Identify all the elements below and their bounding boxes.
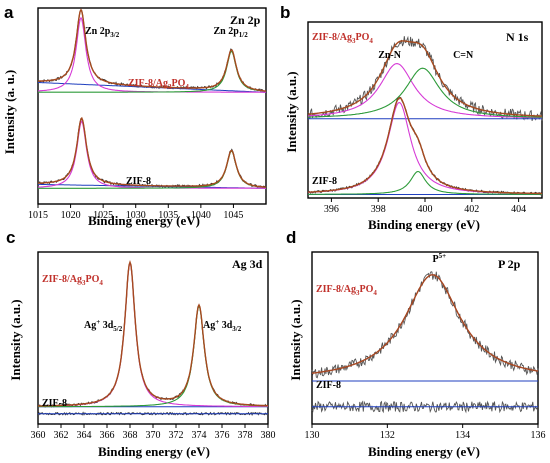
x-tick-label-c-2: 364 (77, 430, 92, 441)
fit-envelope-d-0 (311, 274, 539, 374)
xlabel-b: Binding energy (eV) (368, 217, 480, 232)
peak-annotation-a-1: Zn 2p1/2 (213, 26, 248, 39)
peak-annotation-a-0: Zn 2p3/2 (85, 26, 120, 39)
panel-label-c: c (6, 228, 15, 247)
x-tick-label-a-4: 1035 (158, 210, 178, 221)
x-tick-label-b-4: 404 (511, 204, 526, 215)
x-tick-label-d-1: 132 (380, 430, 395, 441)
raw-spectrum-d-0 (311, 271, 539, 379)
peak-component-b-1-1 (308, 170, 542, 195)
x-tick-label-a-3: 1030 (126, 210, 146, 221)
sample-label-c-0: ZIF-8/Ag3PO4 (42, 274, 103, 287)
title-c: Ag 3d (232, 257, 263, 271)
title-d: P 2p (498, 257, 521, 271)
x-tick-label-a-5: 1040 (191, 210, 211, 221)
xlabel-c: Binding energy (eV) (98, 444, 210, 459)
sample-label-b-1: ZIF-8 (312, 176, 337, 187)
peak-component-b-0-0 (307, 63, 543, 119)
x-tick-label-c-8: 376 (215, 430, 230, 441)
peak-annotation-c-1: Ag+ 3d3/2 (203, 318, 242, 333)
sample-label-b-0: ZIF-8/Ag3PO4 (312, 32, 373, 45)
raw-spectrum-a-1 (37, 118, 267, 189)
peak-annotation-c-0: Ag+ 3d5/2 (84, 318, 123, 333)
ylabel-a: Intensity (a. u.) (2, 70, 17, 155)
xlabel-d: Binding energy (eV) (368, 444, 480, 459)
x-tick-label-c-9: 378 (238, 430, 253, 441)
peak-component-b-0-1 (308, 67, 543, 118)
x-tick-label-c-4: 368 (123, 430, 138, 441)
x-tick-label-d-2: 134 (455, 430, 470, 441)
sample-label-a-1: ZIF-8 (126, 176, 151, 187)
x-tick-label-c-7: 374 (192, 430, 207, 441)
x-tick-label-a-2: 1025 (93, 210, 113, 221)
ylabel-c: Intensity (a.u.) (8, 299, 23, 380)
ylabel-b: Intensity (a.u.) (284, 71, 299, 152)
panel-label-a: a (4, 3, 14, 22)
x-tick-label-d-0: 130 (305, 430, 320, 441)
title-a: Zn 2p (230, 13, 261, 27)
x-tick-label-c-3: 366 (100, 430, 115, 441)
sample-label-d-0: ZIF-8/Ag3PO4 (316, 284, 377, 297)
plot-frame-a (37, 7, 267, 205)
x-tick-label-b-3: 402 (464, 204, 479, 215)
x-tick-label-b-1: 398 (371, 204, 386, 215)
x-tick-label-a-0: 1015 (28, 210, 48, 221)
x-tick-label-c-5: 370 (146, 430, 161, 441)
sample-label-d-1: ZIF-8 (316, 380, 341, 391)
x-tick-label-b-2: 400 (418, 204, 433, 215)
fit-envelope-b-0 (307, 40, 542, 117)
title-b: N 1s (506, 30, 529, 44)
x-tick-label-c-10: 380 (261, 430, 276, 441)
sample-label-a-0: ZIF-8/Ag3PO4 (128, 78, 189, 91)
peak-component-c-0-1 (38, 304, 269, 408)
sample-label-c-1: ZIF-8 (42, 398, 67, 409)
xlabel-a: Binding energy (eV) (88, 213, 200, 228)
x-tick-label-a-1: 1020 (61, 210, 81, 221)
x-tick-label-b-0: 396 (324, 204, 339, 215)
peak-annotation-b-1: C=N (453, 50, 474, 61)
x-tick-label-c-6: 372 (169, 430, 184, 441)
x-tick-label-a-6: 1045 (223, 210, 243, 221)
background-line-a-0 (38, 82, 267, 93)
panel-label-d: d (286, 228, 296, 247)
fit-envelope-b-1 (307, 97, 542, 195)
peak-annotation-d-0: P5+ (433, 252, 447, 265)
ylabel-d: Intensity (a.u.) (288, 299, 303, 380)
raw-spectrum-d-1 (311, 400, 539, 414)
x-tick-label-d-3: 136 (531, 430, 546, 441)
plot-frame-d (311, 251, 539, 425)
fit-envelope-a-1 (37, 116, 267, 188)
fit-envelope-a-0 (38, 8, 267, 92)
fit-envelope-c-0 (38, 259, 269, 407)
x-tick-label-c-0: 360 (31, 430, 46, 441)
x-tick-label-c-1: 362 (54, 430, 69, 441)
peak-annotation-b-0: Zn-N (378, 50, 402, 61)
peak-component-a-1-0 (38, 120, 266, 189)
panel-label-b: b (280, 3, 290, 22)
